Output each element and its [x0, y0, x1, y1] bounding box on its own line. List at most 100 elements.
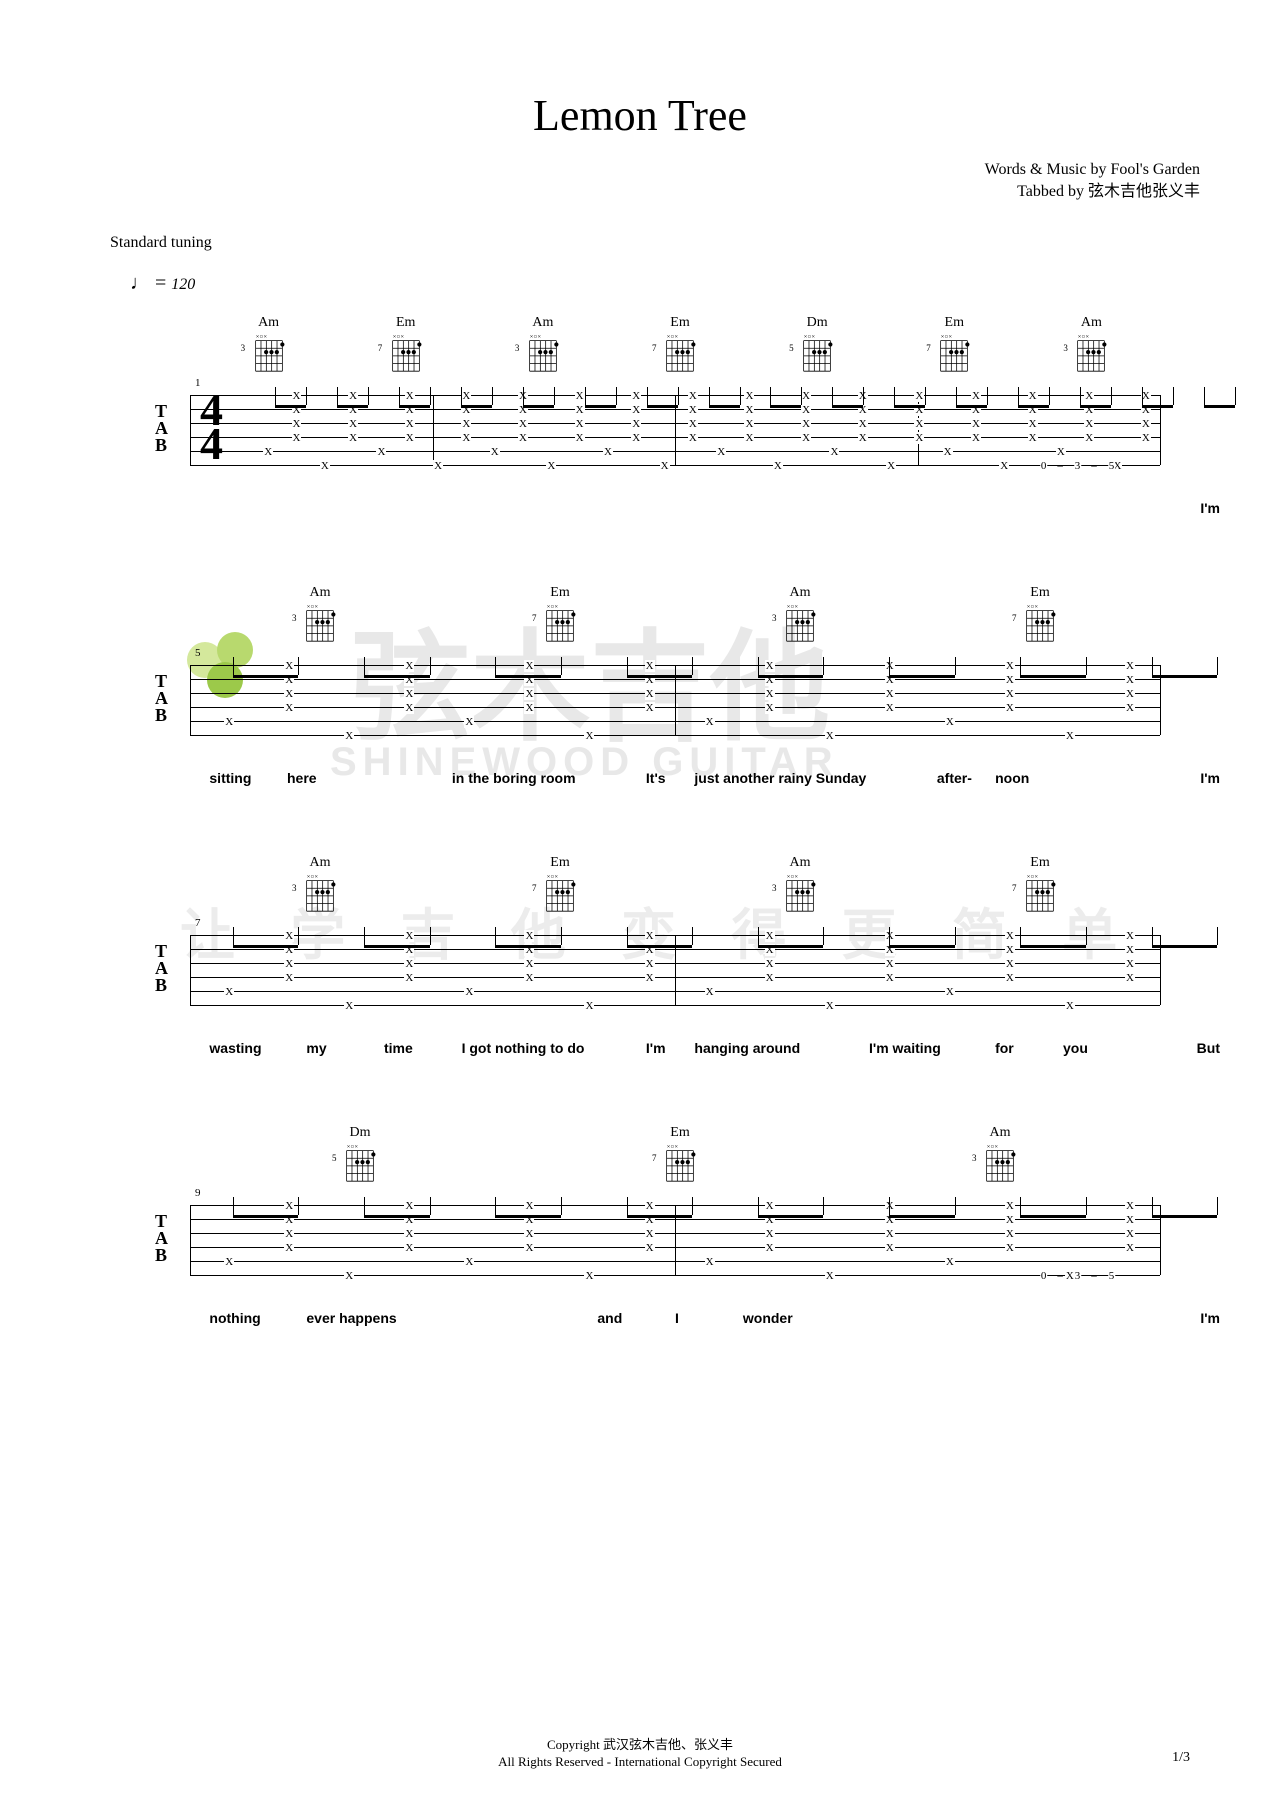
tab-x: X — [1125, 958, 1135, 970]
chord-name: Dm — [807, 315, 828, 331]
tab-x: X — [631, 404, 641, 416]
tab-x: X — [801, 404, 811, 416]
fret-number: 3 — [772, 883, 777, 893]
chord-name: Em — [670, 315, 689, 331]
fret-number: 7 — [532, 883, 537, 893]
tab-x: X — [461, 390, 471, 402]
tab-clef: TAB — [155, 403, 168, 454]
fret-number: 5 — [789, 343, 794, 353]
lyric-word: time — [384, 1040, 413, 1056]
tab-x: X — [585, 1000, 595, 1012]
fret-number: 3 — [1063, 343, 1068, 353]
tab-x: X — [1005, 688, 1015, 700]
tab-x: X — [1141, 432, 1151, 444]
tab-fret-number: 5 — [1108, 1270, 1116, 1282]
lyric-word: and — [597, 1310, 622, 1326]
tab-x: X — [688, 418, 698, 430]
chord-row: Dm 5 ×○× Em 7 ×○× Am 3 ×○× — [200, 1125, 1160, 1185]
tab-x: X — [1125, 944, 1135, 956]
tab-x: X — [224, 986, 234, 998]
fret-number: 7 — [926, 343, 931, 353]
chord-row: Am 3 ×○× Em 7 ×○× Am 3 ×○× Em 7 ×○× — [200, 855, 1160, 915]
tab-x: X — [1005, 972, 1015, 984]
barline — [190, 395, 191, 465]
tab-x: X — [801, 390, 811, 402]
fret-number: 7 — [532, 613, 537, 623]
tab-x: X — [943, 446, 953, 458]
chord-grid: 5 ×○× — [799, 333, 835, 375]
svg-text:×○×: ×○× — [941, 334, 953, 341]
svg-text:×○×: ×○× — [667, 334, 679, 341]
fret-number: 3 — [515, 343, 520, 353]
svg-text:×○×: ×○× — [1027, 874, 1039, 881]
tab-x: X — [524, 930, 534, 942]
chord-diagram: Em 7 ×○× — [920, 585, 1160, 645]
tab-x: X — [765, 958, 775, 970]
svg-text:×○×: ×○× — [667, 1144, 679, 1151]
tab-x: X — [645, 972, 655, 984]
tab-clef: TAB — [155, 673, 168, 724]
fret-number: 7 — [652, 1153, 657, 1163]
svg-text:×○×: ×○× — [804, 334, 816, 341]
tab-x: X — [585, 730, 595, 742]
lyric-word: you — [1063, 1040, 1088, 1056]
tab-x: X — [1005, 1228, 1015, 1240]
tab-dash: – — [1056, 1270, 1064, 1282]
tab-x: X — [645, 1228, 655, 1240]
tab-x: X — [1005, 958, 1015, 970]
tab-x: X — [745, 418, 755, 430]
lyric-word: But — [1197, 1040, 1220, 1056]
lyric-word: I'm — [1200, 500, 1220, 516]
fret-number: 7 — [378, 343, 383, 353]
tab-fret-number: 5 — [1108, 460, 1116, 472]
fret-number: 3 — [241, 343, 246, 353]
tab-x: X — [464, 1256, 474, 1268]
tab-x: X — [404, 972, 414, 984]
tab-x: X — [224, 1256, 234, 1268]
tab-x: X — [404, 702, 414, 714]
svg-text:×○×: ×○× — [547, 874, 559, 881]
chord-grid: 7 ×○× — [542, 603, 578, 645]
lyric-word: in the boring room — [452, 770, 576, 786]
svg-text:×○×: ×○× — [307, 604, 319, 611]
chord-grid: 5 ×○× — [342, 1143, 378, 1185]
tab-x: X — [404, 660, 414, 672]
tab-x: X — [524, 972, 534, 984]
tab-x: X — [1125, 972, 1135, 984]
lyric-word: sitting — [209, 770, 251, 786]
chord-grid: 7 ×○× — [936, 333, 972, 375]
svg-text:×○×: ×○× — [787, 604, 799, 611]
tab-x: X — [914, 432, 924, 444]
tab-x: X — [404, 930, 414, 942]
tab-x: X — [1005, 674, 1015, 686]
tab-x: X — [885, 958, 895, 970]
tab-x: X — [745, 390, 755, 402]
tab-x: X — [1028, 390, 1038, 402]
tab-system: Dm 5 ×○× Em 7 ×○× Am 3 ×○× TAB 9XXXXXXXX… — [80, 1125, 1200, 1345]
measure-number: 7 — [195, 917, 201, 929]
tab-x: X — [705, 986, 715, 998]
chord-grid: 3 ×○× — [302, 873, 338, 915]
svg-text:×○×: ×○× — [1078, 334, 1090, 341]
fret-number: 7 — [1012, 613, 1017, 623]
tab-x: X — [376, 446, 386, 458]
lyric-word: I — [675, 1310, 679, 1326]
tab-x: X — [518, 432, 528, 444]
tab-x: X — [1084, 432, 1094, 444]
chord-grid: 3 ×○× — [782, 603, 818, 645]
tab-fret-number: 3 — [1074, 1270, 1082, 1282]
tab-fret-number: 0 — [1040, 460, 1048, 472]
chord-name: Am — [790, 585, 811, 601]
measure-number: 9 — [195, 1187, 201, 1199]
chord-name: Am — [790, 855, 811, 871]
chord-diagram: Am 3 ×○× — [200, 315, 337, 375]
tab-x: X — [765, 1228, 775, 1240]
svg-text:×○×: ×○× — [392, 334, 404, 341]
svg-text:×○×: ×○× — [529, 334, 541, 341]
tab-x: X — [885, 1242, 895, 1254]
tab-x: X — [1125, 1214, 1135, 1226]
tab-x: X — [284, 958, 294, 970]
tab-x: X — [344, 730, 354, 742]
barline — [190, 1205, 191, 1275]
tab-x: X — [886, 460, 896, 472]
